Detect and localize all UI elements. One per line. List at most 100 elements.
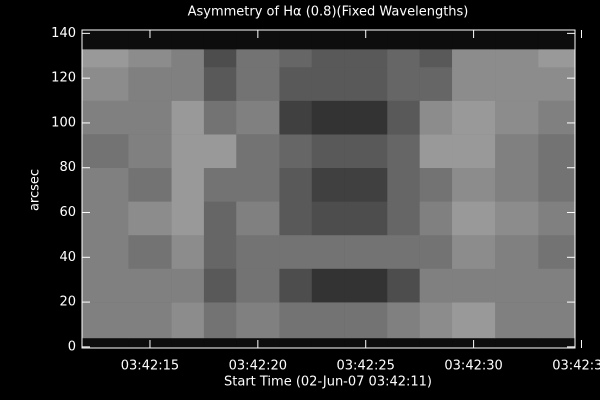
- heatmap-cell: [387, 66, 420, 101]
- heatmap-cell: [171, 49, 205, 68]
- heatmap-cell: [344, 66, 388, 101]
- heatmap-cell: [495, 30, 539, 50]
- heatmap-cell: [311, 302, 345, 339]
- heatmap-cell: [171, 302, 205, 339]
- heatmap-cell: [387, 268, 420, 303]
- heatmap-cell: [203, 201, 237, 236]
- heatmap-cell: [82, 302, 129, 339]
- heatmap-cell: [82, 201, 129, 236]
- heatmap-cell: [279, 134, 313, 169]
- plot-frame: [81, 29, 576, 349]
- heatmap-cell: [344, 49, 388, 68]
- x-axis-label: Start Time (02-Jun-07 03:42:11): [224, 375, 432, 390]
- heatmap-cell: [203, 66, 237, 101]
- heatmap-cell: [82, 268, 129, 303]
- heatmap-cell: [279, 234, 313, 269]
- heatmap-cell: [311, 134, 345, 169]
- x-tick-label: 03:42:20: [229, 359, 287, 374]
- heatmap-cell: [128, 134, 172, 169]
- heatmap-cell: [279, 337, 313, 349]
- heatmap-cell: [495, 167, 539, 202]
- heatmap-cell: [387, 100, 420, 135]
- heatmap-cell: [311, 201, 345, 236]
- heatmap-cell: [538, 302, 576, 339]
- heatmap-cell: [82, 337, 129, 349]
- heatmap-cell: [82, 234, 129, 269]
- heatmap-cell: [538, 100, 576, 135]
- heatmap-cell: [128, 30, 172, 50]
- heatmap-cell: [311, 66, 345, 101]
- heatmap-cell: [387, 49, 420, 68]
- heatmap-cell: [128, 100, 172, 135]
- y-tick-label: 0: [68, 339, 76, 354]
- heatmap-cell: [387, 167, 420, 202]
- heatmap-cell: [419, 134, 453, 169]
- heatmap-cell: [419, 49, 453, 68]
- heatmap-cell: [311, 337, 345, 349]
- heatmap-cell: [279, 167, 313, 202]
- heatmap-cell: [128, 268, 172, 303]
- heatmap-cell: [128, 234, 172, 269]
- heatmap-cell: [236, 49, 280, 68]
- heatmap-cell: [344, 302, 388, 339]
- heatmap-cell: [171, 30, 205, 50]
- heatmap-cell: [538, 234, 576, 269]
- heatmap-cell: [203, 302, 237, 339]
- heatmap-cell: [419, 100, 453, 135]
- heatmap-cell: [203, 49, 237, 68]
- heatmap-cell: [128, 201, 172, 236]
- heatmap-cell: [203, 268, 237, 303]
- heatmap-cell: [495, 337, 539, 349]
- heatmap-cell: [82, 100, 129, 135]
- heatmap-cell: [82, 167, 129, 202]
- heatmap-cell: [495, 302, 539, 339]
- heatmap-cell: [538, 268, 576, 303]
- heatmap-cell: [495, 234, 539, 269]
- y-tick-label: 60: [59, 205, 76, 220]
- heatmap-cell: [452, 49, 496, 68]
- y-tick-label: 100: [51, 115, 76, 130]
- heatmap-cell: [236, 268, 280, 303]
- heatmap-cell: [279, 66, 313, 101]
- heatmap-cell: [236, 302, 280, 339]
- heatmap-cell: [279, 201, 313, 236]
- heatmap-cell: [452, 201, 496, 236]
- heatmap-cell: [538, 201, 576, 236]
- heatmap-cell: [419, 337, 453, 349]
- heatmap-cell: [236, 100, 280, 135]
- heatmap-cell: [538, 134, 576, 169]
- heatmap-cell: [387, 234, 420, 269]
- x-tick-label: 03:42:30: [444, 359, 502, 374]
- heatmap-cell: [452, 302, 496, 339]
- heatmap-cell: [279, 302, 313, 339]
- heatmap-cell: [171, 201, 205, 236]
- heatmap-cell: [538, 167, 576, 202]
- heatmap-cell: [452, 268, 496, 303]
- heatmap-cell: [128, 66, 172, 101]
- y-tick-label: 20: [59, 295, 76, 310]
- heatmap-cell: [203, 337, 237, 349]
- heatmap-cell: [82, 66, 129, 101]
- y-tick-label: 40: [59, 250, 76, 265]
- heatmap-cell: [538, 30, 576, 50]
- heatmap-cell: [171, 167, 205, 202]
- heatmap-cell: [387, 134, 420, 169]
- heatmap-cell: [311, 167, 345, 202]
- heatmap-cell: [236, 201, 280, 236]
- heatmap-cell: [419, 302, 453, 339]
- y-tick-label: 120: [51, 71, 76, 86]
- heatmap-cell: [236, 167, 280, 202]
- heatmap-cell: [452, 66, 496, 101]
- heatmap-cell: [203, 134, 237, 169]
- heatmap-cell: [279, 49, 313, 68]
- heatmap-cell: [311, 100, 345, 135]
- heatmap-cell: [387, 337, 420, 349]
- heatmap-cell: [171, 268, 205, 303]
- heatmap-cell: [344, 268, 388, 303]
- heatmap-cell: [452, 234, 496, 269]
- heatmap-cell: [236, 30, 280, 50]
- heatmap-cell: [452, 134, 496, 169]
- heatmap-cell: [387, 302, 420, 339]
- heatmap-cell: [203, 100, 237, 135]
